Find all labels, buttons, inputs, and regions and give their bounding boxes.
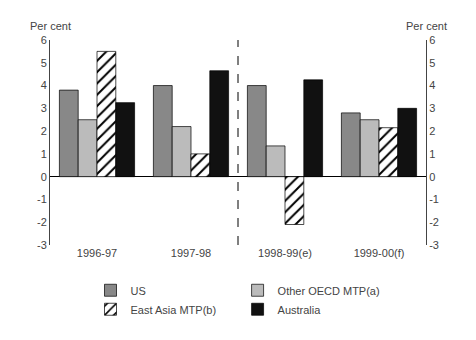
- svg-text:-1: -1: [429, 193, 439, 205]
- svg-text:1998-99(e): 1998-99(e): [258, 247, 312, 259]
- svg-text:2: 2: [429, 125, 435, 137]
- svg-text:1996-97: 1996-97: [77, 247, 117, 259]
- svg-text:6: 6: [429, 34, 435, 46]
- svg-text:5: 5: [429, 57, 435, 69]
- svg-text:3: 3: [429, 102, 435, 114]
- svg-text:1: 1: [429, 148, 435, 160]
- svg-text:US: US: [131, 285, 146, 297]
- svg-text:2: 2: [41, 125, 47, 137]
- svg-text:3: 3: [41, 102, 47, 114]
- svg-text:Australia: Australia: [278, 304, 322, 316]
- svg-text:5: 5: [41, 57, 47, 69]
- svg-text:0: 0: [429, 171, 435, 183]
- svg-text:1997-98: 1997-98: [171, 247, 211, 259]
- svg-text:-3: -3: [37, 239, 47, 251]
- svg-text:4: 4: [41, 79, 47, 91]
- svg-text:East Asia MTP(b): East Asia MTP(b): [131, 304, 217, 316]
- svg-text:Other OECD MTP(a): Other OECD MTP(a): [278, 285, 380, 297]
- svg-text:-2: -2: [429, 216, 439, 228]
- svg-text:-1: -1: [37, 193, 47, 205]
- svg-text:1: 1: [41, 148, 47, 160]
- svg-text:4: 4: [429, 79, 435, 91]
- svg-text:Per cent: Per cent: [30, 20, 71, 32]
- svg-text:-2: -2: [37, 216, 47, 228]
- svg-text:Per cent: Per cent: [406, 20, 447, 32]
- svg-text:1999-00(f): 1999-00(f): [354, 247, 405, 259]
- svg-text:6: 6: [41, 34, 47, 46]
- svg-text:0: 0: [41, 171, 47, 183]
- svg-text:-3: -3: [429, 239, 439, 251]
